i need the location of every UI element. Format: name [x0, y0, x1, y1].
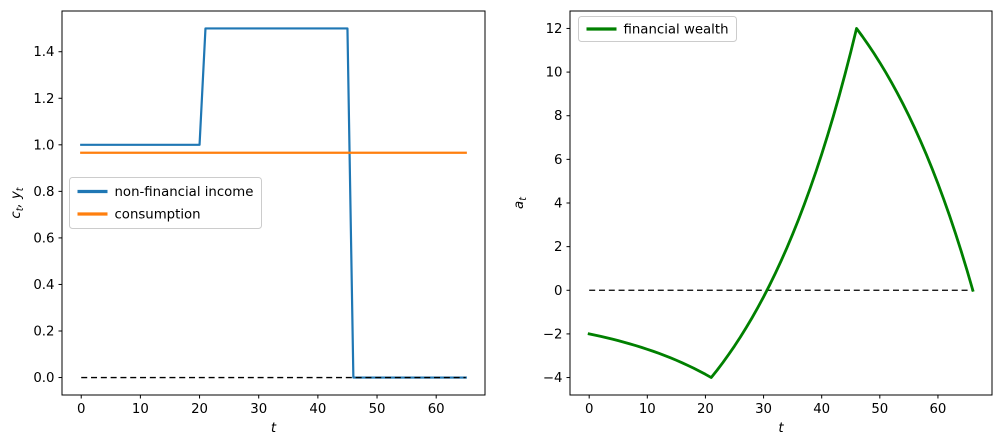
- x-tick-label: 0: [77, 402, 85, 417]
- x-tick-label: 30: [250, 402, 267, 417]
- y-tick-label: 6: [554, 153, 562, 168]
- y-tick-label: 1.2: [33, 92, 54, 107]
- axes-frame: [569, 10, 993, 396]
- y-tick-label: 4: [554, 197, 562, 212]
- y-tick-label: 1.4: [33, 45, 54, 60]
- legend-box: [69, 177, 262, 229]
- legend-label-consumption: consumption: [115, 208, 201, 223]
- y-tick-label: 1.0: [33, 138, 54, 153]
- y-tick-label: 0.6: [33, 231, 54, 246]
- series-financial-wealth: [587, 27, 975, 379]
- y-tick-label: 0: [554, 284, 562, 299]
- y-axis-label: ct, yt: [9, 186, 26, 218]
- x-tick-label: 60: [929, 402, 946, 417]
- x-tick-label: 50: [871, 402, 888, 417]
- series-non-financial-income: [80, 27, 467, 379]
- y-tick-label: 0.0: [33, 371, 54, 386]
- x-axis-label: t: [271, 421, 277, 436]
- x-tick-label: 40: [813, 402, 830, 417]
- y-tick-label: 2: [554, 240, 562, 255]
- axes-frame: [61, 10, 486, 396]
- left-chart: 0 10 20 30 40 50 60 0.0 0.2 0.4 0.6 0.8 1.0 1.2 1.4 t ct…: [9, 10, 486, 436]
- y-tick-label: −2: [543, 327, 563, 342]
- x-tick-label: 20: [191, 402, 208, 417]
- x-axis-label: t: [778, 421, 784, 436]
- y-tick-label: 0.8: [33, 185, 54, 200]
- y-tick-label: 12: [546, 22, 563, 37]
- x-tick-label: 60: [428, 402, 445, 417]
- y-tick-label: 0.4: [33, 278, 54, 293]
- x-tick-label: 10: [132, 402, 149, 417]
- y-tick-label: 0.2: [33, 325, 54, 340]
- x-tick-label: 40: [309, 402, 326, 417]
- x-tick-label: 30: [755, 402, 772, 417]
- x-tick-label: 0: [585, 402, 593, 417]
- y-tick-label: 8: [554, 109, 562, 124]
- x-tick-label: 50: [369, 402, 386, 417]
- y-axis-label: at: [512, 196, 529, 209]
- x-tick-label: 10: [639, 402, 656, 417]
- y-tick-label: −4: [543, 371, 563, 386]
- right-chart: 0 10 20 30 40 50 60 −4 −2 0 2 4 6 8 10 12 t at financial w…: [512, 10, 993, 436]
- legend-label-non-financial-income: non-financial income: [115, 185, 254, 200]
- legend-box: [578, 16, 737, 42]
- x-tick-label: 20: [697, 402, 714, 417]
- y-tick-label: 10: [546, 66, 563, 81]
- legend-label-financial-wealth: financial wealth: [624, 23, 729, 38]
